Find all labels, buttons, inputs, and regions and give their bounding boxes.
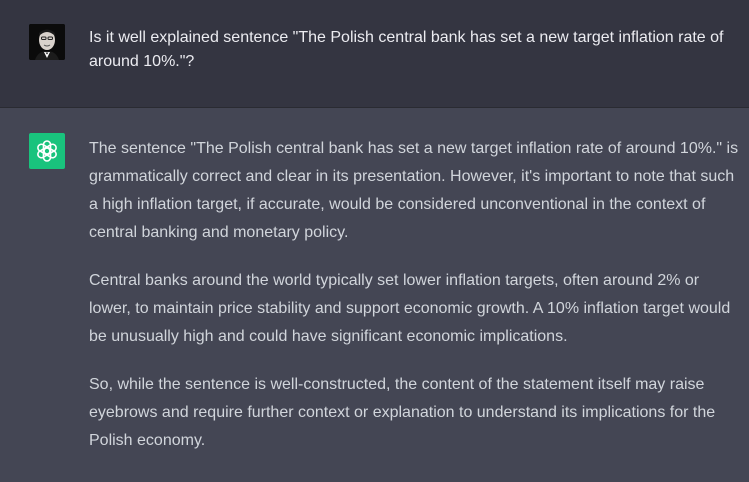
assistant-message-text: The sentence "The Polish central bank ha… xyxy=(89,135,745,475)
user-message-text: Is it well explained sentence "The Polis… xyxy=(89,29,724,70)
assistant-paragraph: So, while the sentence is well-construct… xyxy=(89,376,716,449)
assistant-paragraph: Central banks around the world typically… xyxy=(89,272,731,345)
user-avatar-icon xyxy=(29,24,65,60)
user-message-row: Is it well explained sentence "The Polis… xyxy=(0,0,749,108)
assistant-paragraph: The sentence "The Polish central bank ha… xyxy=(89,140,739,241)
openai-logo-icon xyxy=(29,133,65,169)
assistant-message-row: The sentence "The Polish central bank ha… xyxy=(0,108,749,482)
